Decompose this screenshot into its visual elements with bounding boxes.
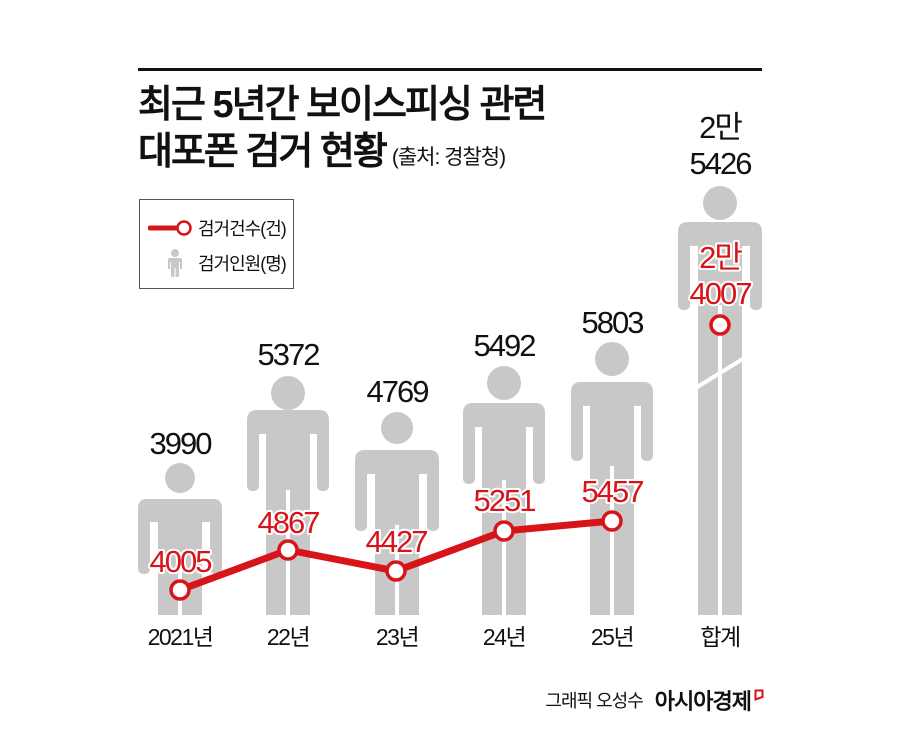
cases-marker-2021 xyxy=(169,579,191,601)
cases-marker-24 xyxy=(493,520,515,542)
graphic-credit: 그래픽 오성수 xyxy=(545,691,643,711)
x-label-2021: 2021년 xyxy=(148,624,213,650)
case-count-labels: 4005 4867 4427 5251 5457 2만 4007 xyxy=(148,238,756,581)
x-label-25: 25년 xyxy=(591,624,633,650)
legend-item-persons: 검거인원(명) xyxy=(140,248,287,278)
person-count-23: 4769 xyxy=(367,374,429,409)
cases-marker-total xyxy=(709,314,731,336)
person-icon-total xyxy=(678,186,762,615)
case-count-total-l1: 2만 xyxy=(699,240,742,275)
page-title: 최근 5년간 보이스피싱 관련 대포폰 검거 현황 (출처: 경찰청) xyxy=(138,82,547,181)
red-line-circle-icon xyxy=(148,220,192,236)
person-count-25: 5803 xyxy=(582,305,644,340)
cases-markers xyxy=(169,314,731,601)
case-count-2021: 4005 xyxy=(150,544,212,579)
x-label-22: 22년 xyxy=(267,624,309,650)
person-icon xyxy=(355,412,439,615)
case-count-22: 4867 xyxy=(258,505,320,540)
person-count-labels: 3990 5372 4769 5492 5803 2만 5426 xyxy=(150,110,754,461)
person-count-total-l1: 2만 xyxy=(699,110,742,145)
person-count-2021: 3990 xyxy=(150,426,213,461)
person-icon xyxy=(463,366,545,615)
cases-marker-22 xyxy=(277,539,299,561)
cases-marker-25 xyxy=(601,510,623,532)
legend-label-cases: 검거건수(건) xyxy=(198,219,287,239)
person-icon xyxy=(138,463,222,615)
case-count-total-l2: 4007 xyxy=(690,276,752,311)
title-line-1: 최근 5년간 보이스피싱 관련 xyxy=(138,84,547,126)
case-count-23: 4427 xyxy=(366,524,428,559)
person-figures xyxy=(138,186,762,615)
person-count-22: 5372 xyxy=(258,337,320,372)
x-axis-labels: 2021년 22년 23년 24년 25년 합계 xyxy=(148,624,742,650)
case-count-24: 5251 xyxy=(474,483,536,518)
person-icon xyxy=(247,376,329,615)
source-note: (출처: 경찰청) xyxy=(391,146,506,169)
title-line-2-text: 대포폰 검거 현황 xyxy=(138,131,388,173)
case-count-25: 5457 xyxy=(582,474,644,509)
x-label-23: 23년 xyxy=(376,624,418,650)
cases-marker-23 xyxy=(385,560,407,582)
brand-logo-text: 아시아경제 xyxy=(654,689,752,714)
title-line-2: 대포폰 검거 현황 (출처: 경찰청) xyxy=(138,129,545,181)
legend-item-cases: 검거건수(건) xyxy=(140,213,287,243)
x-label-24: 24년 xyxy=(483,624,525,650)
person-count-24: 5492 xyxy=(474,328,536,363)
legend-label-persons: 검거인원(명) xyxy=(198,254,287,274)
top-rule xyxy=(138,68,762,71)
brand-mark-icon xyxy=(754,689,764,701)
person-icon xyxy=(168,249,182,277)
legend: 검거건수(건) 검거인원(명) xyxy=(139,199,294,289)
x-label-total: 합계 xyxy=(700,624,739,650)
person-count-total-l2: 5426 xyxy=(690,146,752,181)
person-icon xyxy=(571,342,653,615)
credit: 그래픽 오성수 아시아경제 xyxy=(545,684,764,716)
axis-break-mark xyxy=(692,355,748,391)
